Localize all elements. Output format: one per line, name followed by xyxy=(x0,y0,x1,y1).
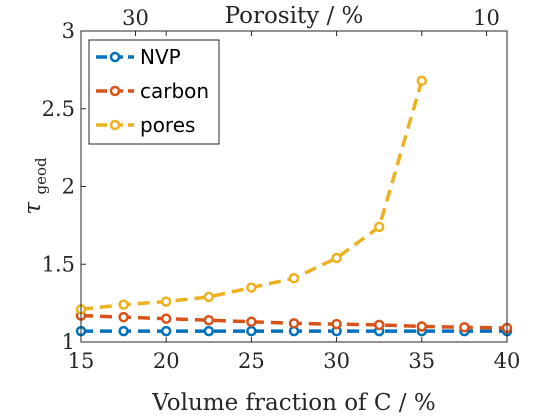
x-tick-label: 15 xyxy=(68,349,95,373)
legend-marker-NVP xyxy=(109,51,121,63)
data-point-NVP xyxy=(246,325,257,337)
y-tick-label: 1 xyxy=(62,330,75,354)
legend-label: carbon xyxy=(140,79,209,103)
data-point-carbon xyxy=(203,314,215,326)
legend-marker-carbon xyxy=(109,85,121,97)
x-tick-label: 20 xyxy=(153,349,180,373)
y-tick-label: 3 xyxy=(62,19,75,43)
data-point-carbon xyxy=(331,318,342,330)
data-point-pores xyxy=(203,291,215,303)
data-point-carbon xyxy=(288,318,300,329)
data-point-carbon xyxy=(373,319,385,331)
y-axis-title-subscript: geod xyxy=(32,157,50,195)
top-axis-title: Porosity / % xyxy=(225,3,364,29)
legend: NVP carbon pores xyxy=(88,39,220,145)
x-tick-label: 25 xyxy=(238,349,265,373)
data-point-pores xyxy=(416,75,428,87)
data-point-pores xyxy=(288,272,300,284)
data-point-carbon xyxy=(246,316,257,328)
data-point-pores xyxy=(118,299,129,310)
data-point-NVP xyxy=(118,325,129,337)
x-tick-label: 30 xyxy=(323,349,350,373)
data-point-carbon xyxy=(118,311,129,323)
data-point-pores xyxy=(331,252,342,264)
top-tick-label: 30 xyxy=(122,6,149,30)
y-axis-title-main: τ xyxy=(20,201,46,215)
x-tick-label: 40 xyxy=(494,349,521,373)
data-point-carbon xyxy=(416,321,428,332)
series-layer xyxy=(75,75,513,337)
legend-label: pores xyxy=(140,113,195,137)
legend-marker-pores xyxy=(109,119,121,131)
data-point-NVP xyxy=(203,325,215,337)
svg-text:τ geod: τ geod xyxy=(20,157,50,215)
data-point-carbon xyxy=(459,321,470,333)
y-axis-ticks: 1 1.5 2 2.5 3 xyxy=(42,19,86,354)
y-tick-label: 1.5 xyxy=(42,252,75,276)
y-tick-label: 2.5 xyxy=(42,97,75,121)
x-tick-label: 35 xyxy=(408,349,435,373)
x-axis-title: Volume fraction of C / % xyxy=(151,390,435,416)
top-axis-ticks: 30 10 xyxy=(122,6,500,36)
y-tick-label: 2 xyxy=(62,175,75,199)
x-axis-ticks: 15 20 25 30 35 40 xyxy=(68,31,521,373)
data-point-NVP xyxy=(160,325,172,337)
data-point-pores xyxy=(160,296,172,307)
data-point-pores xyxy=(246,282,257,293)
data-point-pores xyxy=(373,221,385,233)
top-tick-label: 10 xyxy=(473,6,500,30)
data-point-carbon xyxy=(160,313,172,324)
legend-label: NVP xyxy=(140,45,181,69)
y-axis-title: τ geod xyxy=(20,157,50,215)
